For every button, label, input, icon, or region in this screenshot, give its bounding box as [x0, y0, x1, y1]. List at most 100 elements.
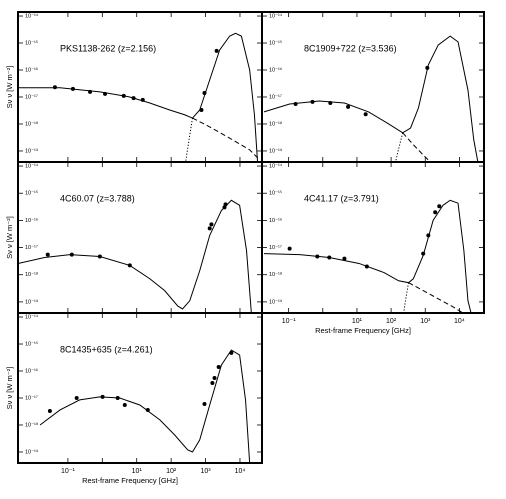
data-point — [363, 112, 368, 117]
y-tick-label: 10⁻¹⁵ — [269, 190, 282, 197]
panel-title: 4C41.17 (z=3.791) — [304, 193, 379, 203]
data-point — [212, 376, 217, 381]
y-tick-label: 10⁻¹⁶ — [269, 217, 282, 224]
x-tick-label: 10¹ — [352, 318, 363, 325]
x-tick-label: 10¹ — [132, 468, 143, 475]
panel-title: 8C1435+635 (z=4.261) — [60, 344, 153, 354]
y-tick-label: 10⁻¹⁹ — [25, 147, 38, 154]
y-axis-label: Sν ν [W m⁻²] — [5, 66, 14, 109]
curves — [263, 199, 472, 313]
panel-frame — [261, 11, 485, 163]
x-axis-label: Rest-frame Frequency [GHz] — [315, 326, 411, 335]
y-tick-label: 10⁻¹⁶ — [25, 367, 38, 374]
data-point — [210, 380, 215, 385]
data-point — [121, 93, 126, 98]
y-tick-label: 10⁻¹⁴ — [25, 313, 39, 320]
data-point — [293, 101, 298, 106]
panel: 10⁻¹ 10¹ 10² 10³ 10⁴ 10⁻¹⁴ 10⁻¹⁵ 10⁻¹⁶ 10⁻¹⁷ 10⁻¹… — [5, 312, 263, 485]
y-tick-label: 10⁻¹⁷ — [25, 394, 38, 401]
data-point — [202, 91, 207, 96]
data-point — [222, 205, 227, 210]
model-curve-dashed — [408, 282, 464, 313]
x-tick-label: 10³ — [420, 318, 431, 325]
data-point — [327, 255, 332, 260]
panel-title: 8C1909+722 (z=3.536) — [304, 43, 397, 53]
y-axis-label: Sν ν [W m⁻²] — [5, 367, 14, 410]
model-curve-solid — [263, 35, 479, 162]
x-tick-label: 10³ — [200, 468, 211, 475]
data-point — [97, 254, 102, 259]
x-tick-label: 10⁻¹ — [61, 468, 75, 475]
y-tick-label: 10⁻¹⁷ — [269, 244, 282, 251]
y-tick-label: 10⁻¹⁸ — [269, 271, 282, 278]
data-point — [364, 264, 369, 269]
y-tick-label: 10⁻¹⁷ — [269, 93, 282, 100]
panel-frame — [17, 161, 263, 314]
y-tick-label: 10⁻¹⁸ — [25, 120, 38, 127]
panel: 10⁻¹ 10¹ 10² 10³ 10⁴ 10⁻¹⁴ 10⁻¹⁵ 10⁻¹⁶ 10⁻¹⁷ 10⁻¹… — [261, 161, 485, 335]
model-curve-dotted — [403, 282, 410, 313]
y-tick-label: 10⁻¹⁹ — [269, 147, 282, 154]
panel-frame — [17, 312, 263, 464]
y-tick-label: 10⁻¹⁷ — [25, 244, 38, 251]
x-tick-label: 10² — [166, 468, 177, 475]
data-point — [216, 365, 221, 370]
y-tick-label: 10⁻¹⁵ — [269, 39, 282, 46]
x-axis-label: Rest-frame Frequency [GHz] — [82, 476, 178, 485]
x-tick-label: 10⁴ — [235, 468, 246, 475]
x-tick-label: 10⁴ — [454, 318, 465, 325]
data-point — [103, 91, 108, 96]
y-tick-label: 10⁻¹⁶ — [269, 66, 282, 73]
y-tick-label: 10⁻¹⁹ — [25, 448, 38, 455]
model-curve-solid — [18, 199, 252, 313]
y-tick-label: 10⁻¹⁸ — [25, 271, 38, 278]
curves — [18, 199, 252, 313]
curves — [39, 349, 251, 463]
panel: 10⁻¹⁴ 10⁻¹⁵ 10⁻¹⁶ 10⁻¹⁷ 10⁻¹⁸ 10⁻¹⁹ 4C60.07 (z… — [5, 161, 263, 314]
model-curve-solid — [263, 199, 472, 313]
model-curve-dashed — [402, 132, 431, 162]
data-point — [122, 402, 127, 407]
y-tick-label: 10⁻¹⁷ — [25, 93, 38, 100]
y-tick-label: 10⁻¹⁵ — [25, 190, 38, 197]
model-curve-dotted — [395, 132, 404, 162]
x-tick-label: 10² — [386, 318, 397, 325]
data-point — [433, 210, 438, 215]
data-point — [426, 233, 431, 238]
y-tick-label: 10⁻¹⁹ — [269, 298, 282, 305]
data-point — [328, 100, 333, 105]
data-point — [115, 395, 120, 400]
data-point — [310, 99, 315, 104]
data-point — [70, 86, 75, 91]
data-point — [209, 222, 214, 227]
panel: 10⁻¹⁴ 10⁻¹⁵ 10⁻¹⁶ 10⁻¹⁷ 10⁻¹⁸ 10⁻¹⁹ PKS1138-26… — [5, 11, 263, 163]
panel-title: PKS1138-262 (z=2.156) — [60, 43, 156, 53]
data-point — [131, 96, 136, 101]
x-tick-label: 10⁻¹ — [282, 318, 296, 325]
data-point — [69, 252, 74, 257]
data-point — [74, 395, 79, 400]
model-curve-dashed — [192, 117, 260, 161]
data-point — [88, 89, 93, 94]
data-point — [127, 263, 132, 268]
y-tick-label: 10⁻¹⁴ — [269, 163, 283, 170]
panel-frame — [261, 161, 485, 314]
y-tick-label: 10⁻¹⁸ — [269, 120, 282, 127]
y-tick-label: 10⁻¹⁵ — [25, 39, 38, 46]
data-point — [437, 204, 442, 209]
model-curve-solid — [39, 349, 251, 463]
data-point — [214, 48, 219, 53]
y-tick-label: 10⁻¹⁴ — [25, 12, 39, 19]
data-point — [315, 254, 320, 259]
data-point — [100, 394, 105, 399]
data-point — [199, 107, 204, 112]
y-tick-label: 10⁻¹⁶ — [25, 66, 38, 73]
data-point — [140, 97, 145, 102]
data-point — [145, 407, 150, 412]
curves — [263, 35, 479, 162]
data-point — [421, 251, 426, 256]
data-point — [207, 226, 212, 231]
y-tick-label: 10⁻¹⁹ — [25, 298, 38, 305]
data-point — [425, 65, 430, 70]
